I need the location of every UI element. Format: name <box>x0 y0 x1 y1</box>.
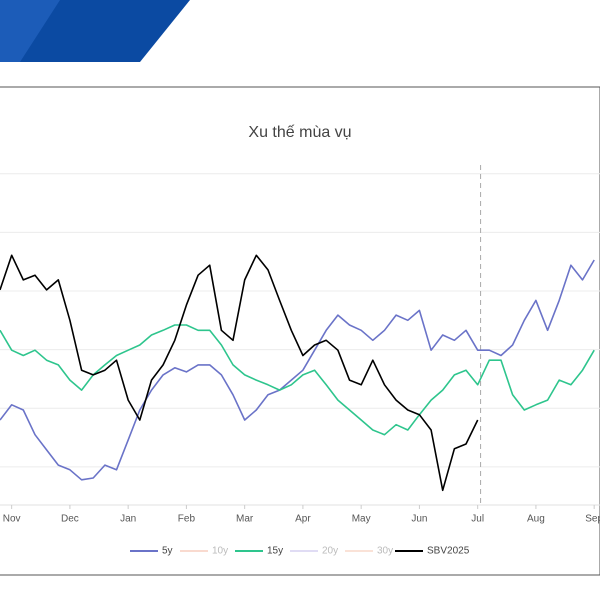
x-tick-label: Jun <box>411 514 427 525</box>
x-tick-label: Mar <box>236 514 254 525</box>
legend-label[interactable]: 15y <box>267 546 283 557</box>
series-line <box>0 254 479 492</box>
x-tick-label: Nov <box>3 514 21 525</box>
legend-label[interactable]: 10y <box>212 546 228 557</box>
x-tick-label: Sep <box>585 514 600 525</box>
legend-label[interactable]: 5y <box>162 546 173 557</box>
series-line <box>0 324 595 436</box>
x-tick-label: May <box>352 514 371 525</box>
x-tick-label: Jan <box>120 514 136 525</box>
x-tick-label: Aug <box>527 514 545 525</box>
chart-title: Xu thế mùa vụ <box>248 124 351 141</box>
legend-label[interactable]: 30y <box>377 546 393 557</box>
chart-frame <box>0 86 600 576</box>
x-tick-label: Dec <box>61 514 79 525</box>
x-tick-label: Jul <box>471 514 484 525</box>
x-tick-label: Apr <box>295 514 311 525</box>
legend-label[interactable]: SBV2025 <box>427 546 470 557</box>
header-banner-accent <box>0 0 60 62</box>
series-line <box>0 259 595 481</box>
x-tick-label: Feb <box>178 514 196 525</box>
legend-label[interactable]: 20y <box>322 546 338 557</box>
